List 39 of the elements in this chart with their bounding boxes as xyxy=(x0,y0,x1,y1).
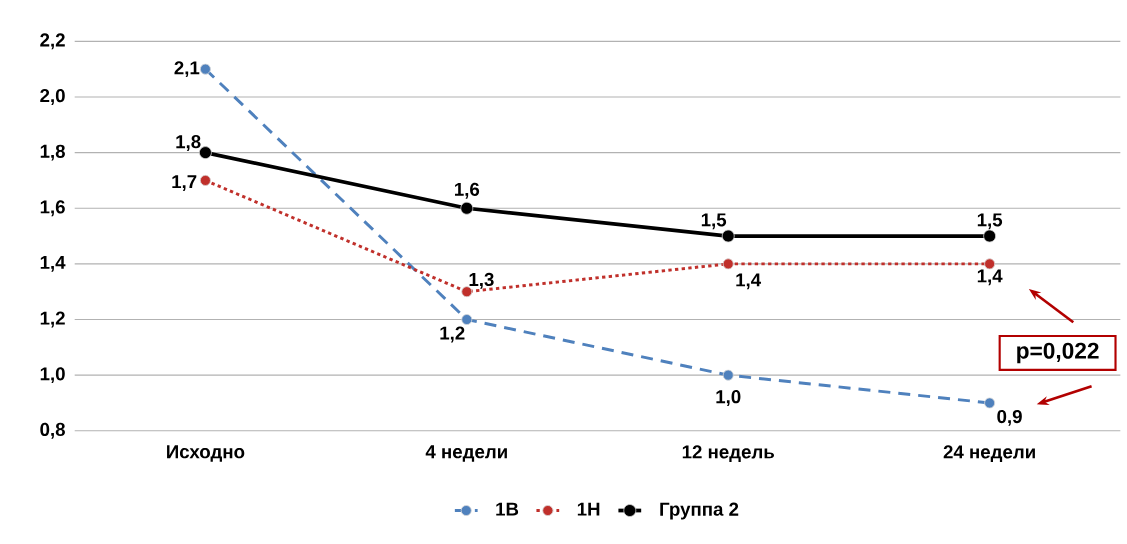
point xyxy=(722,258,734,270)
y-tick-label: 1,6 xyxy=(40,200,65,217)
legend-label: Группа 2 xyxy=(660,502,739,520)
data-label: 1,3 xyxy=(469,272,494,289)
x-tick-label: Исходно xyxy=(167,445,245,462)
annotation: p=0,022 xyxy=(1017,342,1099,364)
point xyxy=(199,63,211,75)
y-tick-label: 1,8 xyxy=(40,144,65,161)
data-label: 2,1 xyxy=(174,61,200,78)
point xyxy=(461,313,473,325)
data-label: 1,7 xyxy=(172,175,197,191)
data-label: 1,5 xyxy=(701,213,727,230)
data-label: 1,6 xyxy=(455,182,480,199)
data-label: 1,5 xyxy=(977,213,1003,230)
point xyxy=(984,397,996,409)
point xyxy=(722,369,734,381)
point xyxy=(721,229,735,243)
point xyxy=(984,258,996,270)
data-label: 0,9 xyxy=(997,409,1022,426)
x-tick-label: 12 недель xyxy=(682,445,775,462)
y-tick-label: 0,8 xyxy=(40,422,65,439)
y-tick-label: 2,2 xyxy=(40,33,65,50)
data-label: 1,0 xyxy=(716,390,741,406)
data-label: 1,8 xyxy=(176,135,201,151)
y-tick-label: 2,0 xyxy=(40,88,65,105)
x-tick-label: 4 недели xyxy=(425,445,507,462)
point xyxy=(199,174,211,186)
y-tick-label: 1,4 xyxy=(40,255,66,272)
data-label: 1,2 xyxy=(440,326,465,343)
data-label: 1,4 xyxy=(977,269,1003,286)
y-tick-label: 1,2 xyxy=(40,311,65,328)
point xyxy=(460,201,474,215)
y-tick-label: 1,0 xyxy=(40,367,65,384)
legend-label: 1Н xyxy=(577,502,600,516)
point xyxy=(983,229,997,243)
legend-label: 1В xyxy=(496,502,519,516)
x-tick-label: 24 недели xyxy=(943,445,1035,462)
point xyxy=(199,146,212,159)
data-label: 1,4 xyxy=(736,273,762,290)
